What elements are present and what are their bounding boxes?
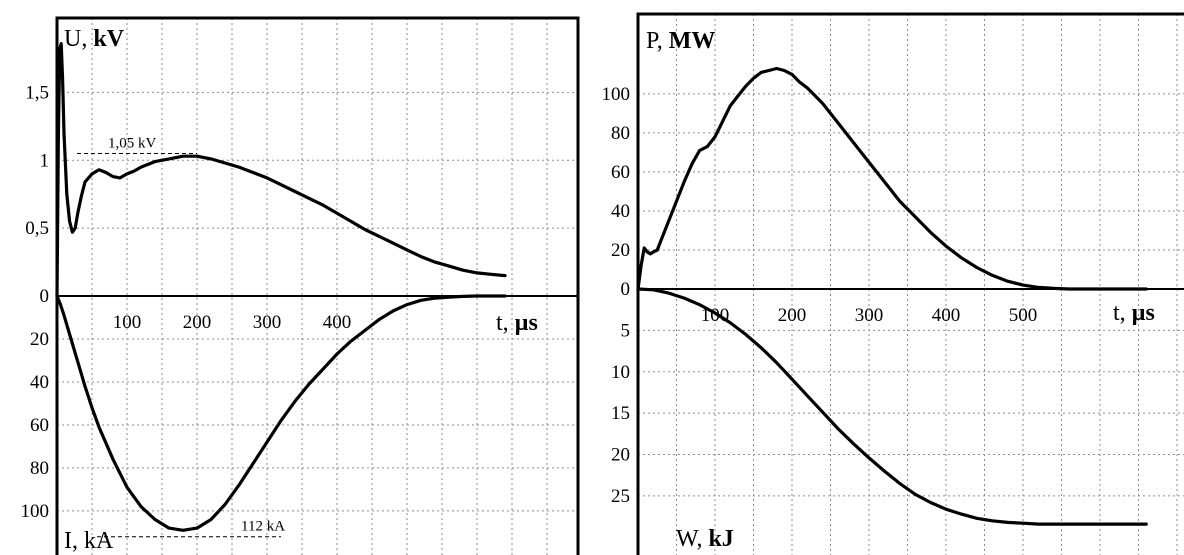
left-x-ticks: 100 200 300 400 xyxy=(113,312,352,333)
x-tick-label: 300 xyxy=(855,305,884,326)
x-tick-label: 100 xyxy=(701,305,730,326)
y-tick-label: 10 xyxy=(611,362,630,383)
left-lower-series-label: I, kA xyxy=(64,528,114,554)
y-tick-label: 1,5 xyxy=(25,82,49,103)
x-tick-label: 300 xyxy=(253,312,282,333)
left-grid xyxy=(57,18,578,555)
y-tick-label: 100 xyxy=(21,501,50,522)
right-x-ticks: 100 200 300 400 500 xyxy=(701,305,1038,326)
left-annotations: 1,05 kV 112 kA xyxy=(77,136,285,538)
series-line-lower xyxy=(636,287,1148,526)
y-tick-label: 100 xyxy=(602,84,631,105)
y-tick-label: 1 xyxy=(40,150,50,171)
y-tick-label: 20 xyxy=(611,240,630,261)
series-line-upper xyxy=(636,66,1148,291)
right-x-axis-label: t, µs xyxy=(1113,300,1155,326)
y-tick-label: 15 xyxy=(611,403,630,424)
x-tick-label: 400 xyxy=(323,312,352,333)
y-tick-label: 5 xyxy=(621,320,631,341)
y-tick-label: 40 xyxy=(611,201,630,222)
right-curves xyxy=(636,66,1148,526)
left-y-ticks-upper: 0 0,5 1 1,5 xyxy=(25,82,49,307)
x-tick-label: 500 xyxy=(1009,305,1038,326)
right-y-ticks-upper: 0 20 40 60 80 100 xyxy=(602,84,631,300)
y-tick-label: 20 xyxy=(611,445,630,466)
x-tick-label: 400 xyxy=(932,305,961,326)
x-tick-label: 200 xyxy=(778,305,807,326)
left-y-ticks-lower: 20 40 60 80 100 xyxy=(21,329,50,522)
y-tick-label: 20 xyxy=(30,329,49,350)
y-tick-label: 40 xyxy=(30,372,49,393)
left-curves xyxy=(55,41,507,532)
series-line-upper xyxy=(55,41,507,298)
y-tick-label: 80 xyxy=(30,458,49,479)
left-frame xyxy=(55,16,580,555)
right-lower-series-label: W, kJ xyxy=(676,526,734,552)
series-line-lower xyxy=(55,294,507,532)
y-tick-label: 80 xyxy=(611,123,630,144)
y-tick-label: 60 xyxy=(30,415,49,436)
x-tick-label: 200 xyxy=(183,312,212,333)
y-tick-label: 25 xyxy=(611,486,630,507)
right-y-ticks-lower: 5 10 15 20 25 xyxy=(611,320,630,507)
right-frame xyxy=(636,12,1184,555)
right-panel: 0 20 40 60 80 100 5 10 15 20 25 100 200 300 400 500 P… xyxy=(602,12,1184,555)
right-upper-series-label: P, MW xyxy=(646,28,715,54)
annotation-label: 112 kA xyxy=(241,519,285,535)
left-upper-series-label: U, kV xyxy=(64,26,125,52)
y-tick-label: 0 xyxy=(40,286,50,307)
y-tick-label: 60 xyxy=(611,162,630,183)
y-tick-label: 0 xyxy=(621,279,631,300)
x-tick-label: 100 xyxy=(113,312,142,333)
right-grid xyxy=(638,14,1184,555)
left-x-axis-label: t, µs xyxy=(496,310,538,336)
y-tick-label: 0,5 xyxy=(25,218,49,239)
annotation-label: 1,05 kV xyxy=(108,136,157,152)
